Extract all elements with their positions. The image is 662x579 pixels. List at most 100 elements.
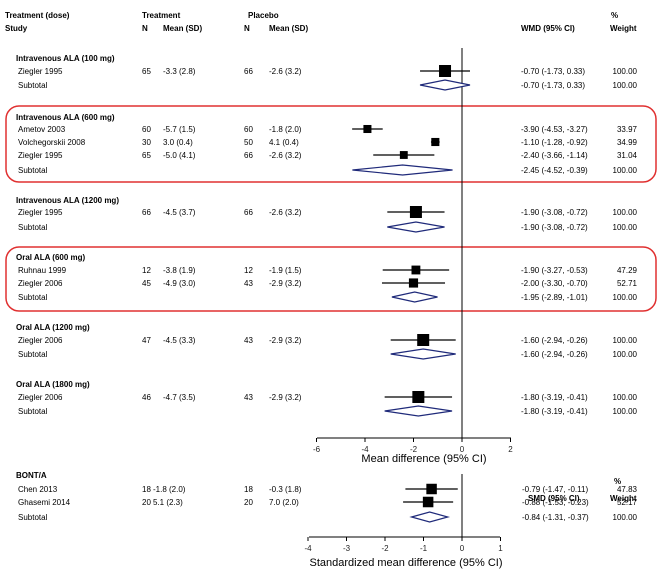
placebo-mean-sd: -2.6 (3.2) (269, 67, 302, 76)
subgroup-label: Intravenous ALA (100 mg) (16, 54, 115, 63)
header-percent: % (611, 11, 618, 20)
x-axis-title: Standardized mean difference (95% CI) (309, 557, 502, 569)
x-tick-label: 1 (498, 544, 503, 553)
placebo-n: 60 (244, 125, 253, 134)
treatment-n: 60 (142, 125, 151, 134)
x-tick-label: 2 (508, 445, 513, 454)
study-markers (403, 483, 458, 523)
study-weight: 47.83 (617, 485, 638, 494)
subtotal-ci: -2.45 (-4.52, -0.39) (521, 166, 588, 175)
x-tick-label: -6 (313, 445, 321, 454)
study-name: Ghasemi 2014 (18, 498, 71, 507)
placebo-n: 18 (244, 485, 253, 494)
study-name: Ruhnau 1999 (18, 266, 67, 275)
subtotal-ci: -0.84 (-1.31, -0.37) (522, 513, 589, 522)
x-tick-label: -2 (381, 544, 389, 553)
header-treatment-n: N (142, 24, 148, 33)
subtotal-label: Subtotal (18, 223, 48, 232)
subtotal-weight: 100.00 (613, 407, 638, 416)
x-axis-ticks: -4 -3 -2 -1 0 1 (304, 537, 503, 553)
highlight-frame-oral-600 (5, 246, 657, 312)
placebo-n: 20 (244, 498, 253, 507)
effect-ci: -1.90 (-3.27, -0.53) (521, 266, 588, 275)
subtotal-weight: 100.00 (613, 81, 638, 90)
study-weight: 47.29 (617, 266, 638, 275)
treatment-n: 12 (142, 266, 151, 275)
subgroup-label: Intravenous ALA (600 mg) (16, 113, 115, 122)
treatment-n: 20 (142, 498, 151, 507)
subtotal-weight: 100.00 (613, 166, 638, 175)
smd-table-header: % SMD (95% CI) Weight (528, 477, 637, 503)
header-weight: Weight (610, 24, 637, 33)
treatment-mean-sd: -4.5 (3.3) (163, 336, 196, 345)
study-point-estimate (439, 65, 452, 77)
study-point-estimate (417, 334, 430, 346)
study-point-estimate (431, 137, 440, 147)
placebo-n: 43 (244, 393, 253, 402)
study-markers (352, 65, 471, 417)
treatment-n: 65 (142, 151, 151, 160)
x-axis-ticks: -6 -4 -2 0 2 (313, 438, 513, 454)
header-placebo: Placebo (248, 11, 279, 20)
study-weight: 31.04 (617, 151, 638, 160)
study-name: Ziegler 1995 (18, 208, 63, 217)
subtotal-ci: -1.95 (-2.89, -1.01) (521, 293, 588, 302)
subtotal-diamond (419, 79, 471, 91)
placebo-mean-sd: -1.8 (2.0) (269, 125, 302, 134)
study-rows: Intravenous ALA (100 mg) Ziegler 1995 65 -3… (16, 54, 638, 416)
subtotal-weight: 100.00 (613, 223, 638, 232)
study-weight: 52.71 (617, 279, 638, 288)
placebo-mean-sd: -2.6 (3.2) (269, 151, 302, 160)
subtotal-diamond (352, 164, 453, 176)
study-name: Volchegorskii 2008 (18, 138, 86, 147)
subtotal-ci: -1.90 (-3.08, -0.72) (521, 223, 588, 232)
header-treatment-dose: Treatment (dose) (5, 11, 70, 20)
effect-ci: -1.10 (-1.28, -0.92) (521, 138, 588, 147)
effect-ci: -1.60 (-2.94, -0.26) (521, 336, 588, 345)
x-tick-label: 0 (460, 544, 465, 553)
study-weight: 34.99 (617, 138, 638, 147)
effect-ci: -0.88 (-1.53, -0.23) (522, 498, 589, 507)
placebo-n: 66 (244, 151, 253, 160)
treatment-n: 66 (142, 208, 151, 217)
treatment-mean-sd: -3.8 (1.9) (163, 266, 196, 275)
study-name: Ziegler 1995 (18, 151, 63, 160)
header-study: Study (5, 24, 28, 33)
effect-ci: -1.80 (-3.19, -0.41) (521, 393, 588, 402)
table-header: Treatment (dose) Study Treatment Placebo… (5, 11, 637, 33)
x-tick-label: -4 (361, 445, 369, 454)
placebo-mean-sd: -1.9 (1.5) (269, 266, 302, 275)
subtotal-diamond (387, 221, 445, 233)
treatment-mean-sd: -4.7 (3.5) (163, 393, 196, 402)
placebo-n: 66 (244, 67, 253, 76)
study-point-estimate (412, 391, 425, 403)
treatment-n: 18 (142, 485, 151, 494)
treatment-n: 30 (142, 138, 151, 147)
effect-ci: -2.40 (-3.66, -1.14) (521, 151, 588, 160)
subtotal-ci: -1.60 (-2.94, -0.26) (521, 350, 588, 359)
header-placebo-n: N (244, 24, 250, 33)
effect-ci: -0.70 (-1.73, 0.33) (521, 67, 585, 76)
subtotal-diamond (409, 511, 451, 523)
treatment-mean-sd: -5.7 (1.5) (163, 125, 196, 134)
x-tick-label: -1 (420, 544, 428, 553)
subgroup-label: Intravenous ALA (1200 mg) (16, 196, 119, 205)
treatment-mean-sd: -1.8 (2.0) (153, 485, 186, 494)
study-weight: 100.00 (613, 67, 638, 76)
treatment-mean-sd: 3.0 (0.4) (163, 138, 193, 147)
treatment-mean-sd: -5.0 (4.1) (163, 151, 196, 160)
subtotal-weight: 100.00 (613, 513, 638, 522)
header-placebo-mean-sd: Mean (SD) (269, 24, 308, 33)
study-weight: 100.00 (613, 208, 638, 217)
study-weight: 100.00 (613, 336, 638, 345)
treatment-mean-sd: -3.3 (2.8) (163, 67, 196, 76)
subtotal-label: Subtotal (18, 166, 48, 175)
placebo-n: 43 (244, 279, 253, 288)
treatment-mean-sd: -4.9 (3.0) (163, 279, 196, 288)
subgroup-label: BONT/A (16, 471, 47, 480)
placebo-n: 50 (244, 138, 253, 147)
subtotal-weight: 100.00 (613, 350, 638, 359)
placebo-mean-sd: -2.9 (3.2) (269, 336, 302, 345)
subtotal-label: Subtotal (18, 293, 48, 302)
